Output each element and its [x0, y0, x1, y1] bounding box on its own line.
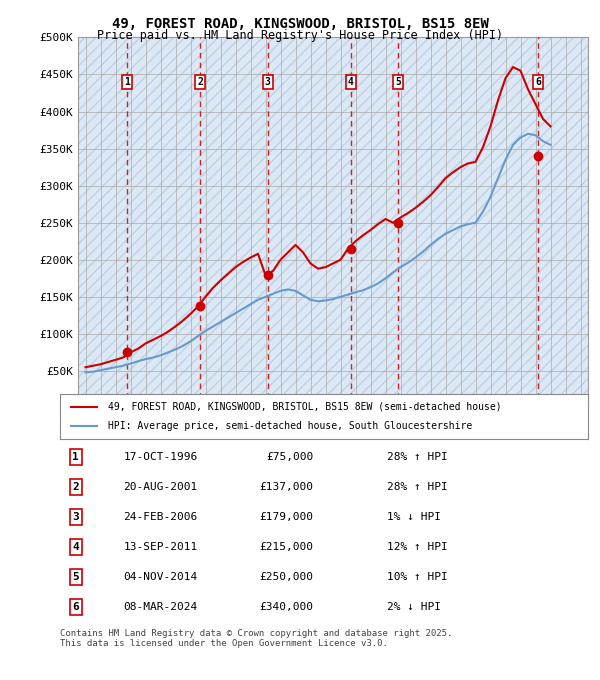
- Text: 12% ↑ HPI: 12% ↑ HPI: [388, 542, 448, 552]
- Text: 49, FOREST ROAD, KINGSWOOD, BRISTOL, BS15 8EW: 49, FOREST ROAD, KINGSWOOD, BRISTOL, BS1…: [112, 17, 488, 31]
- Text: 1% ↓ HPI: 1% ↓ HPI: [388, 512, 442, 522]
- Text: 2: 2: [73, 482, 79, 492]
- Text: HPI: Average price, semi-detached house, South Gloucestershire: HPI: Average price, semi-detached house,…: [107, 421, 472, 431]
- Text: 6: 6: [73, 602, 79, 612]
- Text: 28% ↑ HPI: 28% ↑ HPI: [388, 452, 448, 462]
- Text: 3: 3: [73, 512, 79, 522]
- Text: 28% ↑ HPI: 28% ↑ HPI: [388, 482, 448, 492]
- Text: 08-MAR-2024: 08-MAR-2024: [124, 602, 197, 612]
- Text: 1: 1: [124, 77, 130, 87]
- Text: £340,000: £340,000: [259, 602, 313, 612]
- Text: 3: 3: [265, 77, 271, 87]
- Text: 24-FEB-2006: 24-FEB-2006: [124, 512, 197, 522]
- Text: 5: 5: [73, 572, 79, 582]
- Text: Price paid vs. HM Land Registry's House Price Index (HPI): Price paid vs. HM Land Registry's House …: [97, 29, 503, 42]
- Text: 2: 2: [197, 77, 203, 87]
- Text: £137,000: £137,000: [259, 482, 313, 492]
- Text: 04-NOV-2014: 04-NOV-2014: [124, 572, 197, 582]
- Text: 20-AUG-2001: 20-AUG-2001: [124, 482, 197, 492]
- Text: 10% ↑ HPI: 10% ↑ HPI: [388, 572, 448, 582]
- Text: £215,000: £215,000: [259, 542, 313, 552]
- Text: £75,000: £75,000: [266, 452, 313, 462]
- Text: Contains HM Land Registry data © Crown copyright and database right 2025.
This d: Contains HM Land Registry data © Crown c…: [60, 629, 452, 649]
- Text: £250,000: £250,000: [259, 572, 313, 582]
- Text: 4: 4: [348, 77, 354, 87]
- Text: 4: 4: [73, 542, 79, 552]
- Text: £179,000: £179,000: [259, 512, 313, 522]
- Text: 49, FOREST ROAD, KINGSWOOD, BRISTOL, BS15 8EW (semi-detached house): 49, FOREST ROAD, KINGSWOOD, BRISTOL, BS1…: [107, 402, 501, 412]
- Text: 1: 1: [73, 452, 79, 462]
- Text: 6: 6: [535, 77, 541, 87]
- Text: 2% ↓ HPI: 2% ↓ HPI: [388, 602, 442, 612]
- Text: 17-OCT-1996: 17-OCT-1996: [124, 452, 197, 462]
- Text: 5: 5: [395, 77, 401, 87]
- Text: 13-SEP-2011: 13-SEP-2011: [124, 542, 197, 552]
